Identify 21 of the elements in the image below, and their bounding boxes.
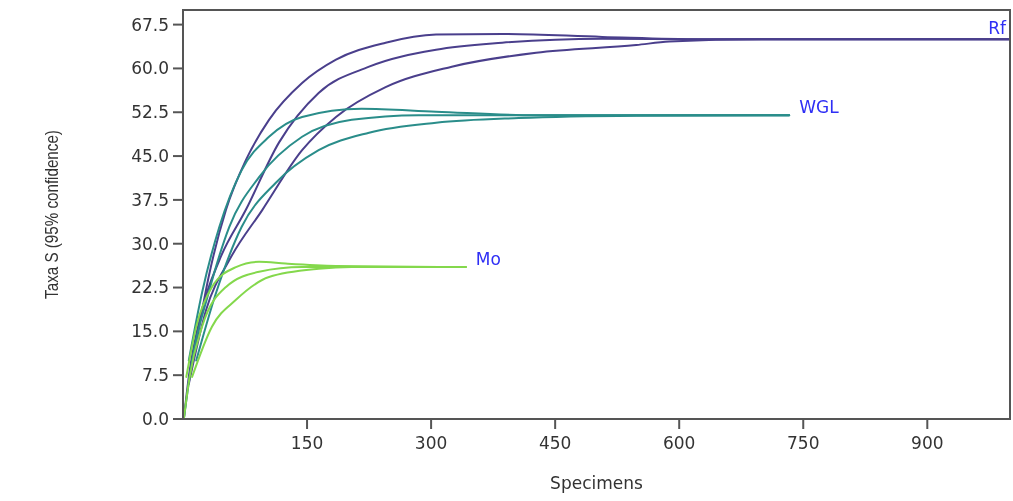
series-label: Mo bbox=[475, 249, 501, 270]
y-tick-label: 52.5 bbox=[131, 102, 169, 123]
x-tick-label: 600 bbox=[662, 433, 696, 453]
y-axis-title: Taxa S (95% confidence) bbox=[40, 130, 63, 299]
y-tick-label: 30.0 bbox=[131, 233, 169, 254]
y-tick-label: 7.5 bbox=[141, 365, 169, 386]
y-tick-label: 37.5 bbox=[131, 189, 169, 210]
series-label: Rf bbox=[988, 18, 1008, 39]
x-tick-label: 750 bbox=[787, 433, 820, 453]
x-tick-label: 450 bbox=[538, 433, 572, 453]
x-tick-label: 150 bbox=[290, 433, 324, 453]
y-tick-label: 60.0 bbox=[131, 58, 169, 79]
x-tick-label: 300 bbox=[414, 433, 448, 453]
y-tick-label: 15.0 bbox=[131, 321, 169, 342]
series-label: WGL bbox=[799, 97, 840, 118]
y-tick-label: 22.5 bbox=[131, 277, 169, 298]
x-axis-title: Specimens bbox=[550, 473, 644, 493]
x-tick-label: 900 bbox=[911, 433, 944, 453]
y-tick-label: 45.0 bbox=[131, 146, 169, 167]
y-tick-label: 67.5 bbox=[131, 14, 169, 35]
y-tick-label: 0.0 bbox=[141, 408, 169, 429]
